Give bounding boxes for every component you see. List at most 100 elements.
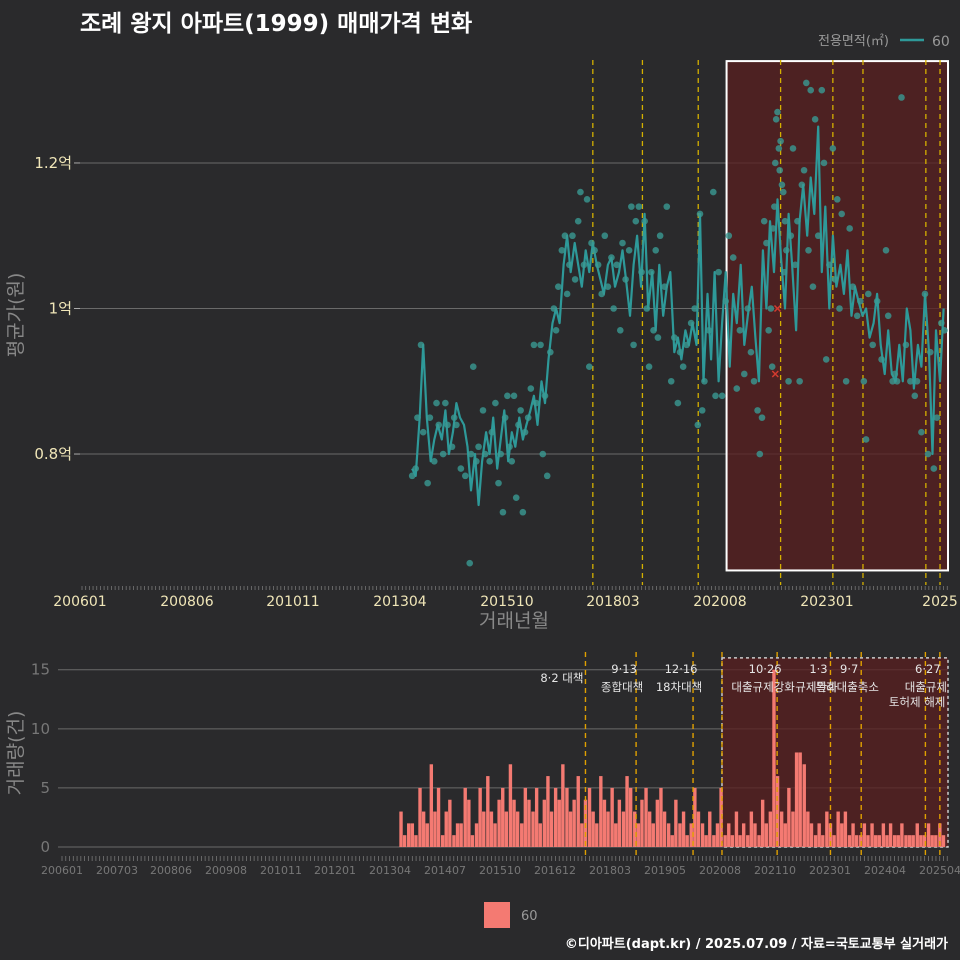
price-x-tick-label: 201803	[586, 594, 639, 610]
volume-bar	[467, 799, 471, 847]
price-data-point	[809, 283, 817, 290]
price-data-point	[444, 421, 451, 429]
volume-bar	[798, 752, 802, 847]
price-data-point	[779, 188, 787, 196]
price-data-point	[820, 159, 828, 167]
volume-bar	[836, 811, 840, 847]
volume-annotation-label: 18차대책	[656, 680, 702, 694]
price-data-point	[780, 268, 788, 276]
volume-bar	[870, 823, 874, 847]
volume-bar	[741, 823, 746, 847]
volume-bar	[843, 811, 848, 847]
volume-bar	[534, 787, 539, 847]
price-data-point	[616, 327, 624, 334]
volume-bar	[911, 835, 915, 847]
price-data-point	[807, 86, 815, 94]
volume-annotation-label: 규제완화	[795, 680, 838, 694]
price-data-point	[765, 327, 772, 334]
volume-bar	[881, 823, 886, 847]
price-data-point	[826, 261, 833, 269]
price-data-point	[501, 414, 509, 421]
volume-bar	[892, 835, 897, 847]
price-legend-label: 60	[932, 34, 950, 50]
price-data-point	[789, 145, 797, 152]
volume-legend-label: 60	[521, 909, 538, 924]
volume-bar	[760, 799, 765, 847]
price-highlight-box	[725, 60, 949, 572]
volume-bar	[640, 799, 644, 847]
volume-bar	[651, 823, 655, 847]
price-data-point	[740, 370, 748, 378]
volume-x-tick-label: 201612	[534, 864, 576, 877]
price-data-point	[694, 421, 702, 429]
price-x-tick-label: 202301	[800, 594, 853, 610]
price-data-point	[588, 239, 595, 247]
price-data-point	[495, 479, 502, 487]
volume-bar	[644, 787, 648, 847]
price-data-point	[696, 210, 704, 218]
price-data-point	[853, 312, 861, 320]
price-x-axis: 200601 200806 201011 201304 201510 201803 2020…	[53, 586, 958, 610]
volume-bar	[527, 799, 531, 847]
price-data-point	[571, 276, 579, 283]
price-data-point	[524, 414, 532, 421]
volume-bar	[734, 811, 739, 847]
volume-bar	[753, 823, 757, 847]
volume-bar	[681, 811, 686, 847]
price-data-point	[771, 203, 778, 210]
volume-bar	[907, 835, 912, 847]
volume-bar	[794, 752, 799, 847]
price-data-point	[777, 137, 784, 145]
price-data-point	[663, 203, 671, 210]
price-data-point	[515, 421, 522, 429]
price-data-point	[442, 399, 449, 407]
price-data-point	[736, 327, 744, 334]
volume-y-tick-label: 5	[40, 779, 50, 797]
price-data-point	[439, 450, 447, 458]
volume-bar	[862, 823, 867, 847]
price-data-point	[829, 145, 837, 152]
price-data-point	[492, 399, 499, 407]
volume-annotation-label: 토허제 해제	[889, 695, 946, 709]
volume-bar	[602, 799, 607, 847]
price-data-point	[574, 217, 582, 225]
volume-x-tick-label: 200806	[150, 864, 192, 877]
price-data-point	[891, 370, 899, 378]
price-data-point	[772, 116, 780, 123]
price-data-point	[558, 246, 566, 254]
volume-bar	[512, 799, 516, 847]
price-x-tick-label: 201304	[373, 594, 427, 610]
price-data-point	[846, 225, 853, 232]
price-data-point	[566, 261, 573, 269]
volume-bar	[802, 764, 806, 847]
volume-annotation-date: 1·3	[809, 662, 827, 676]
price-data-point	[650, 327, 657, 334]
price-data-point	[715, 268, 722, 276]
volume-bar	[768, 811, 773, 847]
price-data-point	[450, 414, 458, 421]
volume-y-tick-label: 10	[31, 720, 50, 738]
price-data-point	[709, 188, 717, 196]
price-data-point	[754, 407, 761, 414]
volume-bar	[885, 835, 889, 847]
price-highlight-region	[725, 60, 949, 572]
volume-bar	[421, 811, 426, 847]
price-data-point	[577, 188, 584, 196]
price-data-point	[722, 297, 729, 305]
price-data-point	[433, 399, 440, 407]
price-data-point	[857, 297, 864, 305]
volume-x-tick-label: 202008	[699, 864, 741, 877]
volume-bar	[746, 835, 750, 847]
price-data-point	[918, 428, 925, 436]
price-x-tick-label: 200601	[53, 594, 106, 610]
price-x-tick-label: 201510	[480, 594, 533, 610]
volume-bar	[806, 811, 810, 847]
volume-bar	[832, 835, 836, 847]
volume-policy-lines	[584, 652, 941, 859]
price-data-point	[712, 392, 719, 400]
volume-bar	[817, 823, 821, 847]
volume-bar	[813, 835, 818, 847]
volume-bar	[877, 835, 881, 847]
volume-bar	[561, 764, 565, 847]
price-data-point	[467, 450, 475, 458]
